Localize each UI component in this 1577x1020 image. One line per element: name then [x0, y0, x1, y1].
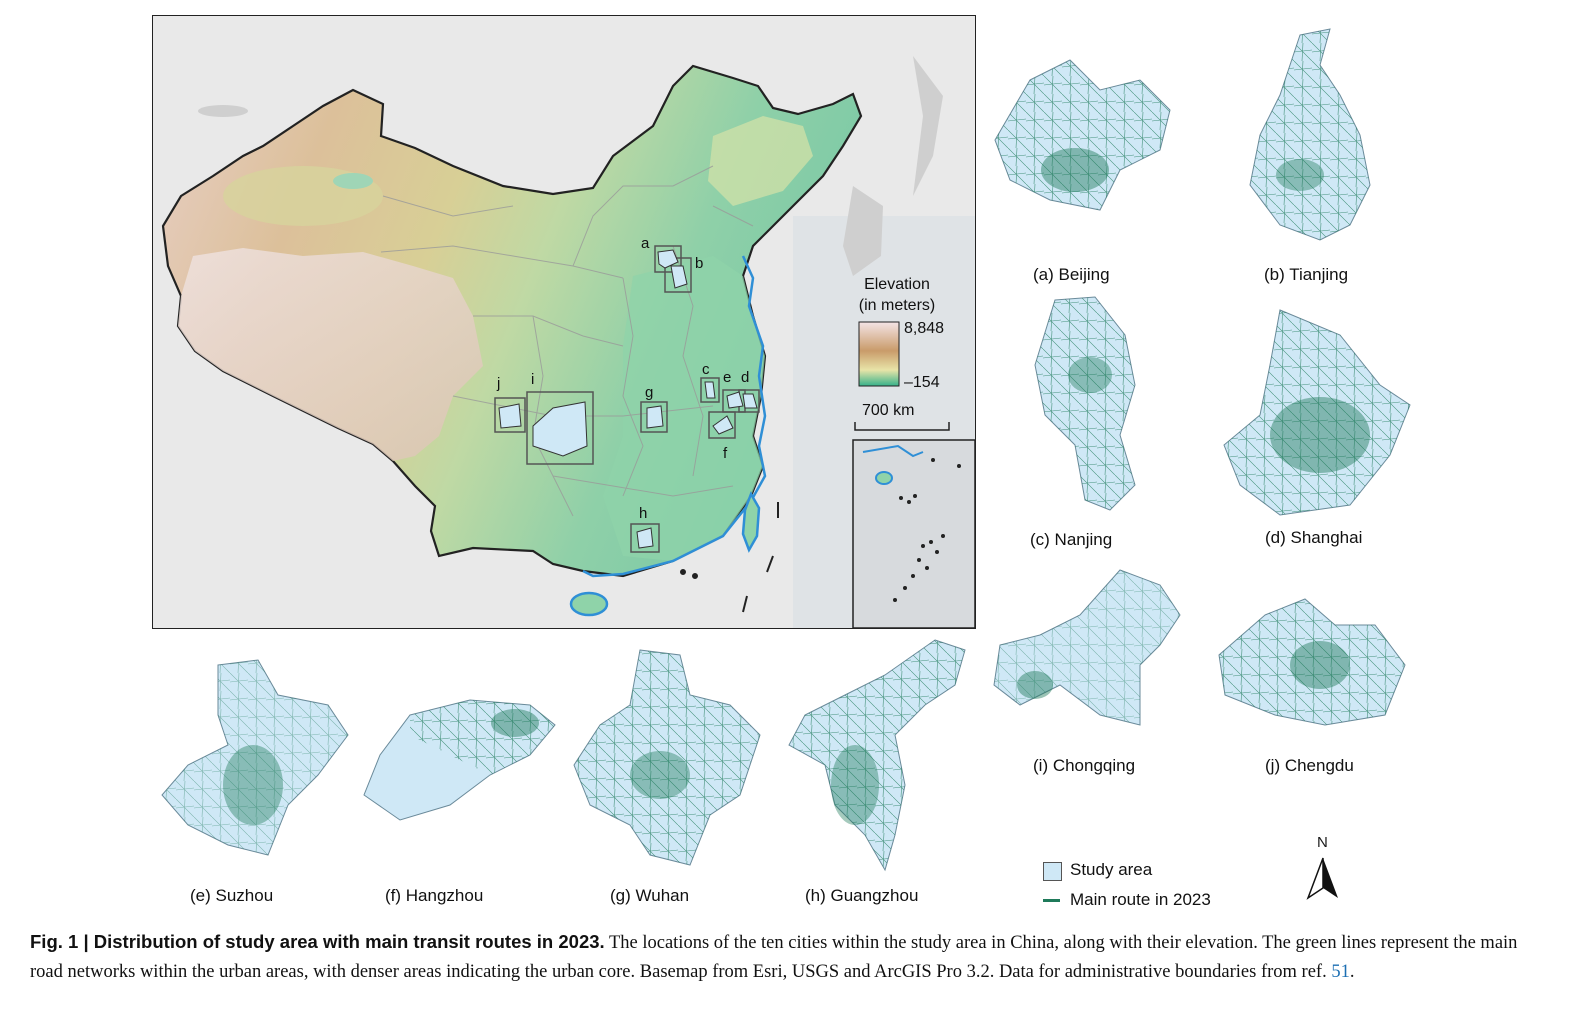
label-e: e — [723, 369, 732, 386]
caption-ref-link[interactable]: 51 — [1331, 962, 1350, 982]
label-d: d — [741, 369, 750, 386]
box-j — [494, 397, 526, 433]
south-china-sea-inset — [852, 439, 975, 628]
north-label: N — [1317, 834, 1328, 851]
label-h: h — [639, 505, 648, 522]
china-elevation-map: a b c d e f g h i j — [152, 15, 976, 629]
caption-beijing: (a) Beijing — [1033, 265, 1110, 284]
taiwan-island — [741, 491, 761, 553]
scale-bar — [854, 422, 950, 431]
caption-tianjing: (b) Tianjing — [1264, 265, 1349, 284]
caption-end: . — [1349, 962, 1355, 982]
city-map-beijing — [990, 40, 1180, 220]
legend-main-route: Main route in 2023 — [1070, 890, 1211, 909]
caption-chengdu: (j) Chengdu — [1265, 756, 1354, 775]
city-map-hangzhou — [360, 695, 560, 825]
city-map-nanjing — [1025, 295, 1155, 515]
box-i — [526, 391, 594, 465]
label-c: c — [702, 361, 710, 378]
box-h — [630, 523, 660, 553]
main-route-swatch — [1043, 899, 1060, 902]
city-map-guangzhou — [785, 635, 975, 875]
figure-caption: Fig. 1 | Distribution of study area with… — [30, 927, 1530, 987]
caption-wuhan: (g) Wuhan — [610, 886, 690, 905]
label-f: f — [723, 445, 728, 462]
label-a: a — [641, 235, 650, 252]
china-basemap — [161, 56, 975, 628]
caption-hangzhou: (f) Hangzhou — [385, 886, 484, 905]
box-g — [640, 401, 668, 433]
elevation-max-label: 8,848 — [904, 320, 945, 337]
caption-text: The locations of the ten cities within t… — [30, 933, 1518, 982]
caption-guangzhou: (h) Guangzhou — [805, 886, 919, 905]
caption-chongqing: (i) Chongqing — [1033, 756, 1136, 775]
box-f — [708, 411, 736, 439]
label-b: b — [695, 255, 704, 272]
elevation-color-bar — [858, 321, 900, 387]
north-arrow-icon — [1306, 857, 1338, 900]
box-c — [700, 377, 720, 403]
elevation-legend-title: Elevation (in meters) — [842, 274, 952, 316]
box-a — [654, 245, 682, 273]
box-b — [664, 257, 692, 293]
legend-study-area: Study area — [1070, 860, 1153, 879]
scale-bar-label: 700 km — [862, 402, 915, 419]
label-j: j — [497, 375, 501, 392]
caption-label: Fig. 1 | Distribution of study area with… — [30, 931, 605, 952]
study-area-swatch — [1043, 862, 1062, 881]
caption-shanghai: (d) Shanghai — [1265, 528, 1363, 547]
elevation-min-label: –154 — [904, 374, 940, 391]
city-map-wuhan — [570, 645, 765, 870]
caption-nanjing: (c) Nanjing — [1030, 530, 1113, 549]
label-i: i — [531, 371, 535, 388]
city-map-shanghai — [1220, 305, 1415, 520]
elevation-title-line1: Elevation — [864, 276, 930, 293]
city-map-suzhou — [158, 655, 353, 860]
caption-suzhou: (e) Suzhou — [190, 886, 274, 905]
elevation-title-line2: (in meters) — [858, 297, 936, 314]
label-g: g — [645, 384, 654, 401]
hainan-island — [569, 591, 609, 617]
city-map-tianjing — [1240, 25, 1380, 245]
city-map-chongqing — [990, 565, 1185, 735]
city-map-chengdu — [1215, 595, 1410, 730]
